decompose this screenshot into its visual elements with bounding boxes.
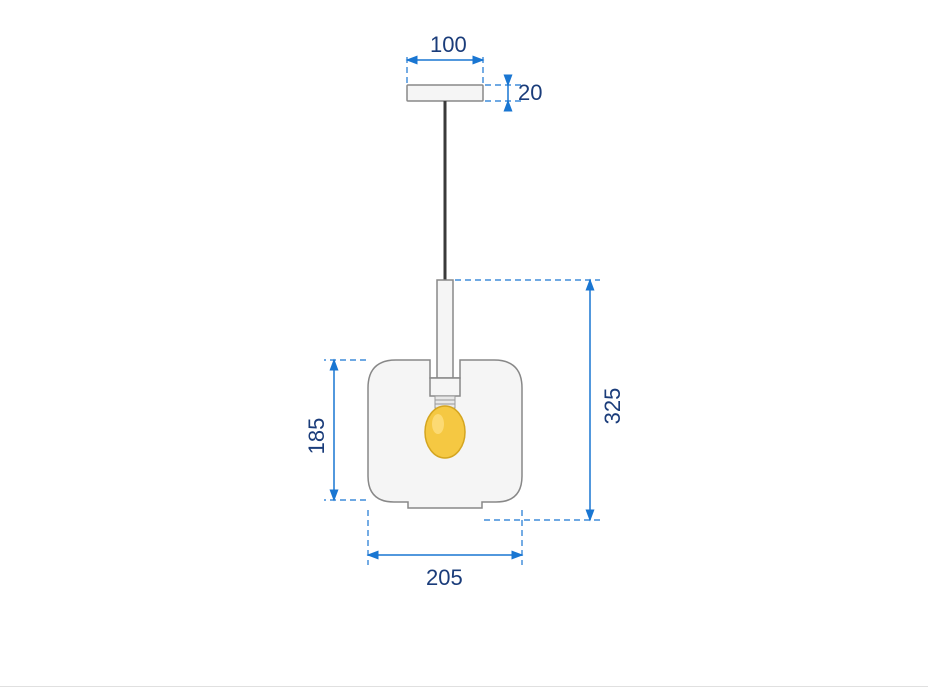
dim-canopy-width: 100 xyxy=(407,32,483,60)
lamp-technical-drawing: 100 20 185 325 205 xyxy=(0,0,928,686)
dim-canopy-width-label: 100 xyxy=(430,32,467,57)
dim-pendant-height: 325 xyxy=(590,280,625,520)
dim-shade-height: 185 xyxy=(304,360,334,500)
dim-shade-height-label: 185 xyxy=(304,418,329,455)
lamp-stem xyxy=(437,280,453,380)
dim-pendant-height-label: 325 xyxy=(600,388,625,425)
lamp-canopy xyxy=(407,85,483,101)
dim-canopy-height: 20 xyxy=(508,80,542,106)
dim-canopy-height-label: 20 xyxy=(518,80,542,105)
lamp-cord xyxy=(444,101,447,280)
dim-shade-width: 205 xyxy=(368,555,522,590)
dim-shade-width-label: 205 xyxy=(426,565,463,590)
diagram-container: 100 20 185 325 205 xyxy=(0,0,928,687)
